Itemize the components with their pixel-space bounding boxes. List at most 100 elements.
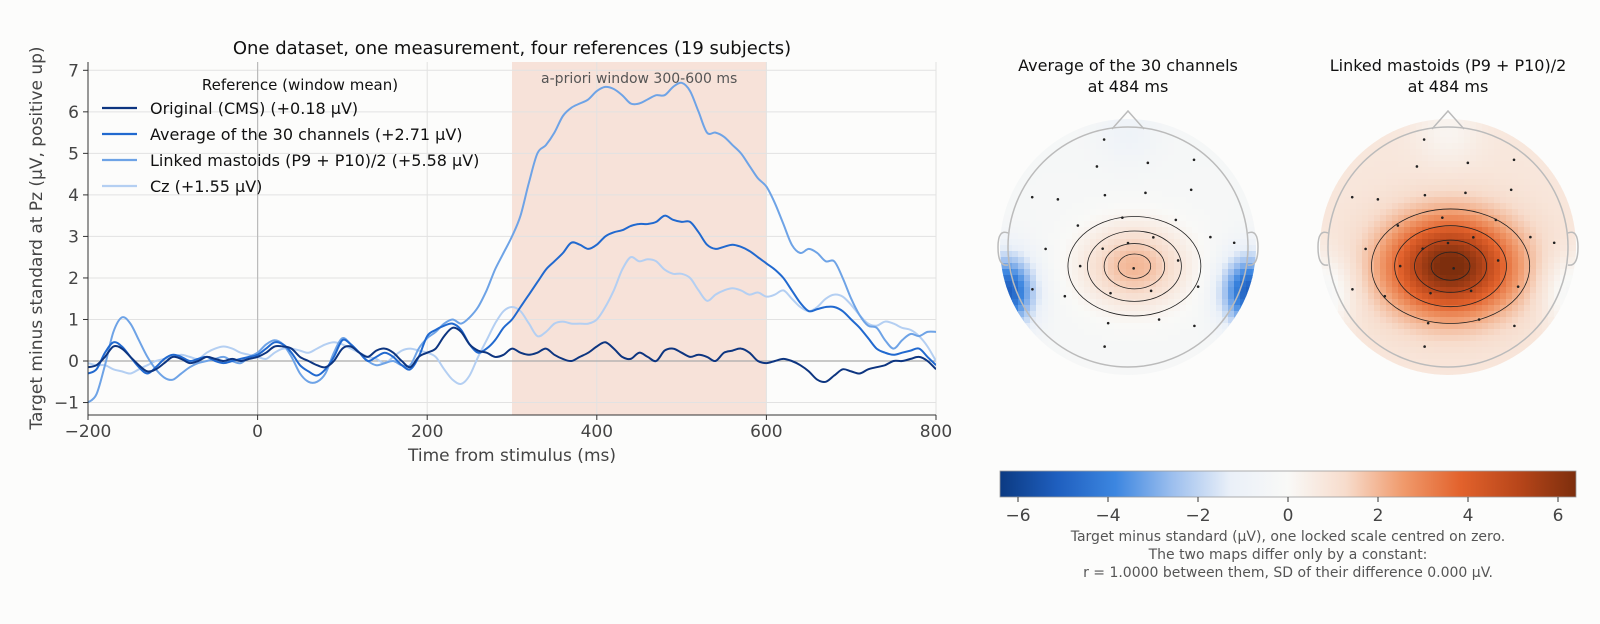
topomap-cell xyxy=(1114,197,1121,204)
topomap-cell xyxy=(1446,245,1453,252)
topomap-cell xyxy=(1234,203,1241,210)
topomap-cell xyxy=(1144,203,1151,210)
topomap-cell xyxy=(1216,275,1223,282)
topomap-cell xyxy=(1186,317,1193,324)
topomap-cell xyxy=(1422,305,1429,312)
topomap-cell xyxy=(1482,119,1489,126)
topomap-cell xyxy=(1344,215,1351,222)
topomap-cell xyxy=(1180,245,1187,252)
topomap-cell xyxy=(1066,359,1073,366)
topomap-cell xyxy=(1048,245,1055,252)
topomap-cell xyxy=(1018,251,1025,258)
topomap-cell xyxy=(1398,353,1405,360)
topomap-cell xyxy=(1048,263,1055,270)
topomap-cell xyxy=(1138,143,1145,150)
topomap-cell xyxy=(1126,239,1133,246)
topomap-cell xyxy=(1096,203,1103,210)
topomap-cell xyxy=(1150,173,1157,180)
topomap-title-line2: at 484 ms xyxy=(1408,77,1489,96)
topomap-cell xyxy=(1210,233,1217,240)
topomap-cell xyxy=(1476,341,1483,348)
topomap-cell xyxy=(1392,251,1399,258)
topomap-cell xyxy=(1440,149,1447,156)
topomap-cell xyxy=(1500,221,1507,228)
topomap-cell xyxy=(1102,215,1109,222)
topomap-cell xyxy=(1500,365,1507,372)
topomap-cell xyxy=(1392,311,1399,318)
topomap-cell xyxy=(1488,305,1495,312)
topomap-cell xyxy=(1168,341,1175,348)
topomap-cell xyxy=(1204,143,1211,150)
topomap-cell xyxy=(1374,131,1381,138)
topomap-cell xyxy=(1018,305,1025,312)
topomap-cell xyxy=(1464,191,1471,198)
topomap-cell xyxy=(1066,239,1073,246)
topomap-cell xyxy=(1470,191,1477,198)
topomap-cell xyxy=(1494,161,1501,168)
topomap-cell xyxy=(1138,197,1145,204)
topomap-cell xyxy=(1470,215,1477,222)
topomap-cell xyxy=(1114,263,1121,270)
topomap-cell xyxy=(1500,305,1507,312)
topomap-cell xyxy=(1138,233,1145,240)
topomap-cell xyxy=(1554,281,1561,288)
topomap-cell xyxy=(1216,197,1223,204)
topomap-cell xyxy=(1458,353,1465,360)
topomap-cell xyxy=(1536,287,1543,294)
topomap-cell xyxy=(1018,197,1025,204)
topomap-cell xyxy=(1102,245,1109,252)
topomap-cell xyxy=(1524,251,1531,258)
topomap-cell xyxy=(1078,143,1085,150)
topomap-cell xyxy=(1536,209,1543,216)
topomap-cell xyxy=(1386,137,1393,144)
topomap-cell xyxy=(1036,155,1043,162)
topomap-cell xyxy=(1012,299,1019,306)
topomap-cell xyxy=(1410,365,1417,372)
topomap-cell xyxy=(1392,305,1399,312)
topomap-cell xyxy=(1036,287,1043,294)
topomap-cell xyxy=(1018,215,1025,222)
topomap-cell xyxy=(1252,287,1256,294)
topomap-cell xyxy=(1464,215,1471,222)
topomap-title-line1: Linked mastoids (P9 + P10)/2 xyxy=(1330,56,1567,75)
topomap-cell xyxy=(1440,287,1447,294)
topomap-cell xyxy=(1084,119,1091,126)
topomap-cell xyxy=(1404,275,1411,282)
topomap-cell xyxy=(1446,137,1453,144)
topomap-cell xyxy=(1018,275,1025,282)
topomap-cell xyxy=(1392,203,1399,210)
topomap-cell xyxy=(1126,341,1133,348)
topomap-cell xyxy=(1252,209,1256,216)
topomap-cell xyxy=(1554,275,1561,282)
topomap-cell xyxy=(1338,245,1345,252)
topomap-cell xyxy=(1102,239,1109,246)
topomap-cell xyxy=(1434,281,1441,288)
topomap-cell xyxy=(1228,269,1235,276)
topomap-cell xyxy=(1362,347,1369,354)
topomap-cell xyxy=(1356,311,1363,318)
topomap-cell xyxy=(1326,305,1333,312)
topomap-contour xyxy=(1103,243,1166,290)
topomap-cell xyxy=(1030,227,1037,234)
topomap-cell xyxy=(1150,191,1157,198)
topomap-cell xyxy=(1494,143,1501,150)
topomap-cell xyxy=(1506,215,1513,222)
topomap-cell xyxy=(1506,293,1513,300)
topomap-cell xyxy=(1090,293,1097,300)
topomap-cell xyxy=(1030,323,1037,330)
topomap-cell xyxy=(1416,125,1423,132)
topomap-cell xyxy=(1500,233,1507,240)
topomap-cell xyxy=(1228,263,1235,270)
topomap-cell xyxy=(1060,167,1067,174)
electrode xyxy=(1126,241,1130,245)
topomap-cell xyxy=(1198,293,1205,300)
electrode xyxy=(1102,138,1106,141)
topomap-cell xyxy=(1150,125,1157,132)
topomap-cell xyxy=(1162,191,1169,198)
topomap-cell xyxy=(1560,281,1567,288)
topomap-cell xyxy=(1168,185,1175,192)
topomap-cell xyxy=(1434,263,1441,270)
topomap-cell xyxy=(1440,203,1447,210)
topomap-cell xyxy=(1494,245,1501,252)
topomap-cell xyxy=(1168,371,1175,375)
